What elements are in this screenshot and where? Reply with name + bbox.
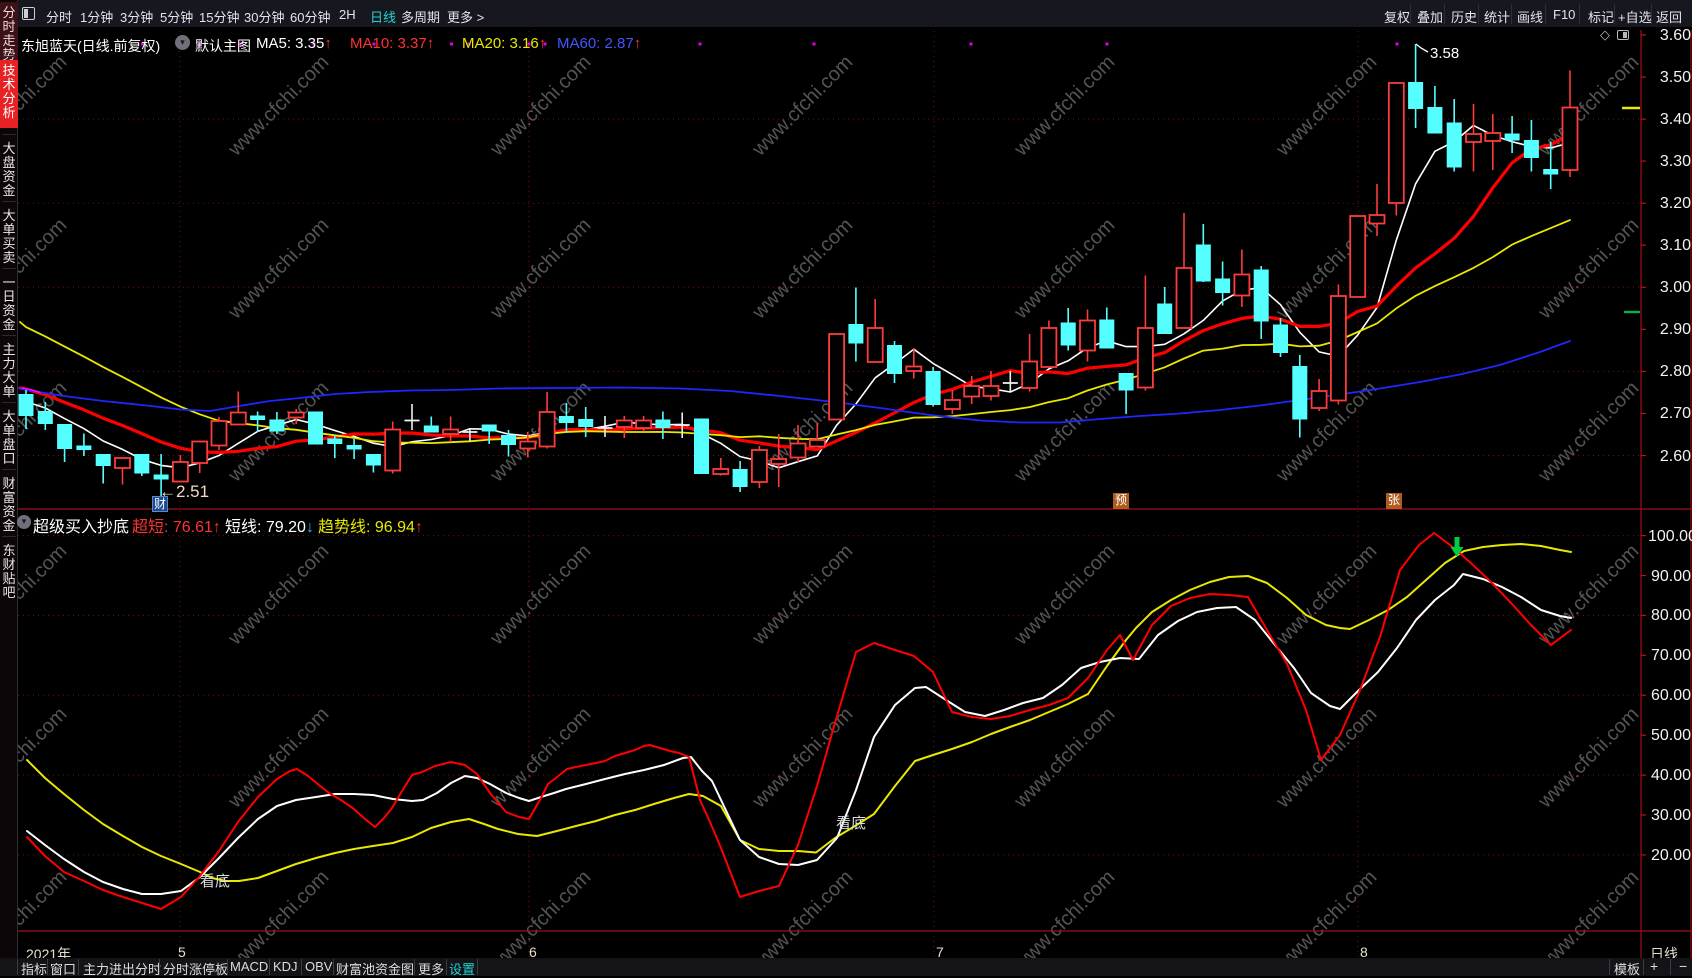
svg-text:www.cfchi.com: www.cfchi.com [224,214,334,324]
svg-text:www.cfchi.com: www.cfchi.com [1534,540,1644,650]
svg-text:www.cfchi.com: www.cfchi.com [1534,703,1644,813]
svg-text:www.cfchi.com: www.cfchi.com [1534,377,1644,487]
svg-text:www.cfchi.com: www.cfchi.com [224,51,334,161]
svg-text:www.cfchi.com: www.cfchi.com [486,214,596,324]
svg-text:www.cfchi.com: www.cfchi.com [748,703,858,813]
svg-text:www.cfchi.com: www.cfchi.com [486,540,596,650]
svg-text:www.cfchi.com: www.cfchi.com [1534,214,1644,324]
svg-text:www.cfchi.com: www.cfchi.com [748,214,858,324]
svg-text:www.cfchi.com: www.cfchi.com [1272,540,1382,650]
svg-text:www.cfchi.com: www.cfchi.com [486,51,596,161]
svg-text:www.cfchi.com: www.cfchi.com [748,540,858,650]
svg-text:www.cfchi.com: www.cfchi.com [1272,51,1382,161]
svg-text:www.cfchi.com: www.cfchi.com [1010,214,1120,324]
svg-text:www.cfchi.com: www.cfchi.com [224,540,334,650]
svg-text:www.cfchi.com: www.cfchi.com [1010,540,1120,650]
svg-text:www.cfchi.com: www.cfchi.com [1272,703,1382,813]
svg-text:www.cfchi.com: www.cfchi.com [1010,377,1120,487]
svg-text:www.cfchi.com: www.cfchi.com [1010,703,1120,813]
svg-text:www.cfchi.com: www.cfchi.com [1010,51,1120,161]
svg-text:www.cfchi.com: www.cfchi.com [748,51,858,161]
